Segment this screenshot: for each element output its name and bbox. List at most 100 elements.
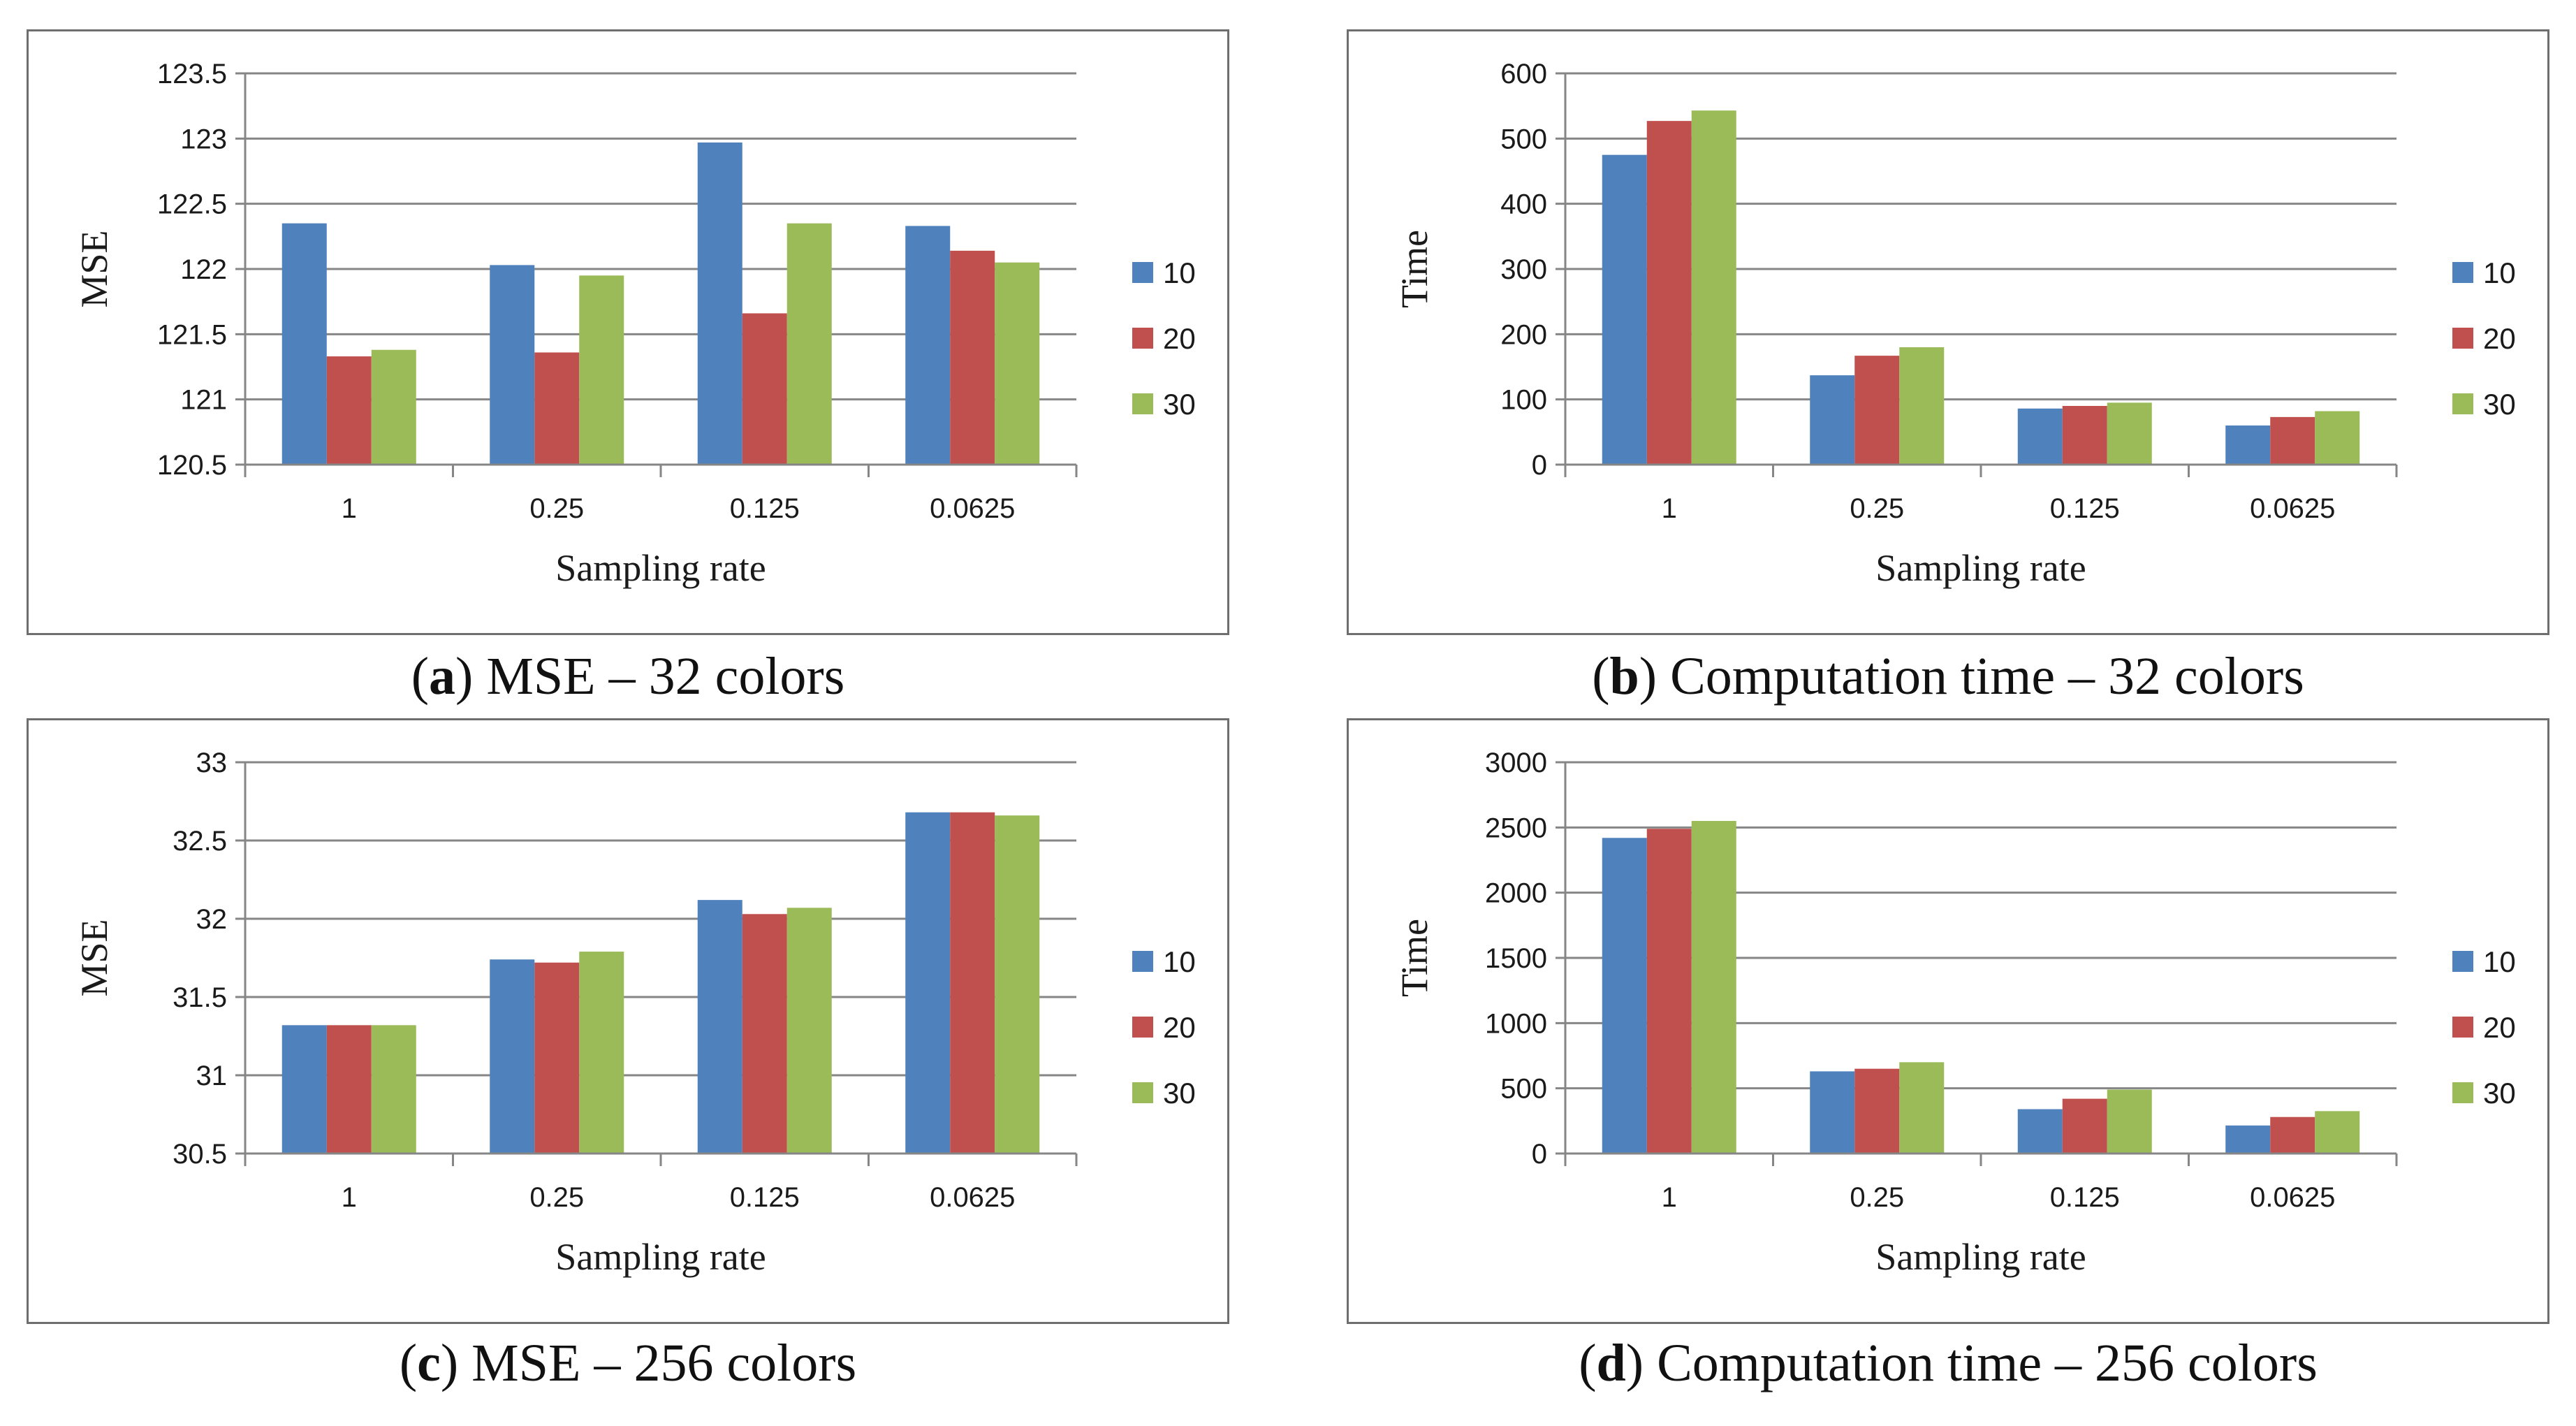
- caption-b: (b) Computation time – 32 colors: [1592, 647, 2304, 706]
- y-tick-label: 121.5: [157, 319, 227, 350]
- bar-series-10-cat-3: [2225, 425, 2271, 465]
- bar-series-10-cat-2: [697, 142, 742, 465]
- y-tick-label: 300: [1500, 254, 1547, 285]
- x-tick-label: 0.25: [529, 1182, 584, 1213]
- y-tick-label: 2000: [1485, 878, 1547, 909]
- y-tick-label: 1500: [1485, 943, 1547, 974]
- y-tick-label: 2500: [1485, 813, 1547, 843]
- legend-swatch-10: [2452, 951, 2473, 972]
- bar-series-10-cat-3: [905, 226, 951, 465]
- legend-label-10: 10: [2483, 256, 2516, 289]
- x-tick-label: 0.0625: [2250, 1182, 2335, 1213]
- chart-d-svg: 0 500 1000 1500 2000 2500 3000 1 0.25 0.125 0.0625…: [1393, 748, 2516, 1278]
- bar-series-30-cat-1: [1899, 347, 1945, 465]
- bar-series-30-cat-1: [579, 952, 624, 1154]
- bar-series-20-cat-2: [742, 313, 787, 465]
- bar-series-10-cat-1: [490, 265, 535, 465]
- legend-swatch-30: [1132, 1082, 1153, 1103]
- bar-series-30-cat-2: [2107, 402, 2152, 465]
- bar-series-20-cat-0: [1646, 829, 1692, 1154]
- legend-swatch-10: [1132, 262, 1153, 283]
- x-tick-label: 1: [1662, 493, 1677, 524]
- bar-series-10-cat-2: [2017, 408, 2063, 465]
- legend-swatch-10: [1132, 951, 1153, 972]
- chart-panel-a: 120.5 121 121.5 122 122.5 123 123.5 1 0.25 0.125 0…: [27, 29, 1229, 635]
- y-tick-label: 120.5: [157, 450, 227, 481]
- bar-series-30-cat-2: [786, 223, 832, 465]
- bar-series-10-cat-0: [1602, 838, 1647, 1154]
- caption-d-label: d: [1596, 1334, 1626, 1392]
- y-tick-label: 123: [180, 124, 227, 154]
- legend-label-10: 10: [1163, 256, 1196, 289]
- y-tick-label: 600: [1500, 59, 1547, 89]
- y-axis-title: MSE: [73, 919, 115, 996]
- bar-series-10-cat-3: [2225, 1125, 2271, 1154]
- bar-series-30-cat-2: [2107, 1089, 2152, 1154]
- y-tick-label: 500: [1500, 1074, 1547, 1105]
- legend-swatch-30: [1132, 393, 1153, 414]
- bar-series-20-cat-3: [950, 812, 995, 1154]
- legend-swatch-20: [2452, 1017, 2473, 1038]
- x-tick-label: 0.125: [2050, 493, 2120, 524]
- bar-series-30-cat-0: [1691, 110, 1736, 465]
- bar-series-10-cat-1: [1810, 375, 1855, 465]
- caption-c-label: c: [417, 1334, 441, 1392]
- legend-label-30: 30: [1163, 1077, 1196, 1109]
- caption-b-text: Computation time – 32 colors: [1670, 647, 2304, 706]
- legend-label-20: 20: [1163, 322, 1196, 355]
- y-tick-label: 32: [196, 904, 228, 935]
- x-tick-label: 0.125: [730, 493, 800, 524]
- legend-label-30: 30: [1163, 388, 1196, 421]
- legend-swatch-20: [2452, 328, 2473, 349]
- y-tick-label: 500: [1500, 124, 1547, 154]
- bar-series-20-cat-0: [326, 1025, 372, 1154]
- bar-series-20-cat-0: [326, 356, 372, 465]
- x-axis-title: Sampling rate: [1875, 1236, 2086, 1278]
- bar-series-20-cat-2: [2062, 406, 2107, 465]
- legend-label-20: 20: [2483, 1011, 2516, 1044]
- legend-label-10: 10: [2483, 945, 2516, 978]
- legend-swatch-10: [2452, 262, 2473, 283]
- y-tick-label: 400: [1500, 189, 1547, 220]
- legend-swatch-30: [2452, 1082, 2473, 1103]
- y-tick-label: 1000: [1485, 1008, 1547, 1039]
- caption-a-label: a: [429, 647, 455, 706]
- y-tick-label: 122.5: [157, 189, 227, 220]
- y-tick-label: 100: [1500, 385, 1547, 416]
- legend-swatch-20: [1132, 328, 1153, 349]
- y-tick-label: 31: [196, 1061, 228, 1091]
- legend-swatch-20: [1132, 1017, 1153, 1038]
- legend-label-10: 10: [1163, 945, 1196, 978]
- x-tick-label: 0.0625: [2250, 493, 2335, 524]
- y-tick-label: 0: [1532, 450, 1547, 481]
- x-tick-label: 1: [342, 493, 357, 524]
- bar-series-10-cat-2: [697, 900, 742, 1154]
- bar-series-10-cat-1: [490, 959, 535, 1154]
- y-tick-label: 0: [1532, 1139, 1547, 1170]
- bar-series-30-cat-0: [371, 349, 416, 465]
- x-tick-label: 0.25: [1850, 1182, 1904, 1213]
- bar-series-30-cat-3: [995, 262, 1040, 465]
- caption-b-label: b: [1609, 647, 1639, 706]
- y-tick-label: 30.5: [173, 1139, 227, 1170]
- bar-series-20-cat-1: [1854, 356, 1900, 465]
- bar-series-30-cat-3: [995, 815, 1040, 1154]
- x-tick-label: 0.25: [1850, 493, 1904, 524]
- legend-label-20: 20: [1163, 1011, 1196, 1044]
- y-tick-label: 32.5: [173, 826, 227, 857]
- x-tick-label: 0.125: [2050, 1182, 2120, 1213]
- x-axis-title: Sampling rate: [555, 547, 766, 589]
- bar-series-30-cat-0: [371, 1025, 416, 1154]
- bar-series-20-cat-1: [1854, 1068, 1900, 1154]
- bar-series-30-cat-2: [786, 908, 832, 1154]
- chart-panel-d: 0 500 1000 1500 2000 2500 3000 1 0.25 0.125 0.0625…: [1347, 718, 2549, 1324]
- bar-series-10-cat-0: [1602, 154, 1647, 465]
- y-tick-label: 33: [196, 748, 228, 778]
- bar-series-30-cat-3: [2315, 1111, 2360, 1154]
- bar-series-10-cat-0: [281, 223, 327, 465]
- x-tick-label: 0.0625: [930, 1182, 1015, 1213]
- x-tick-label: 1: [1662, 1182, 1677, 1213]
- y-tick-label: 31.5: [173, 982, 227, 1013]
- chart-panel-b: 0 100 200 300 400 500 600 1 0.25 0.125 0.0625 Sampl…: [1347, 29, 2549, 635]
- caption-c: (c) MSE – 256 colors: [399, 1334, 857, 1392]
